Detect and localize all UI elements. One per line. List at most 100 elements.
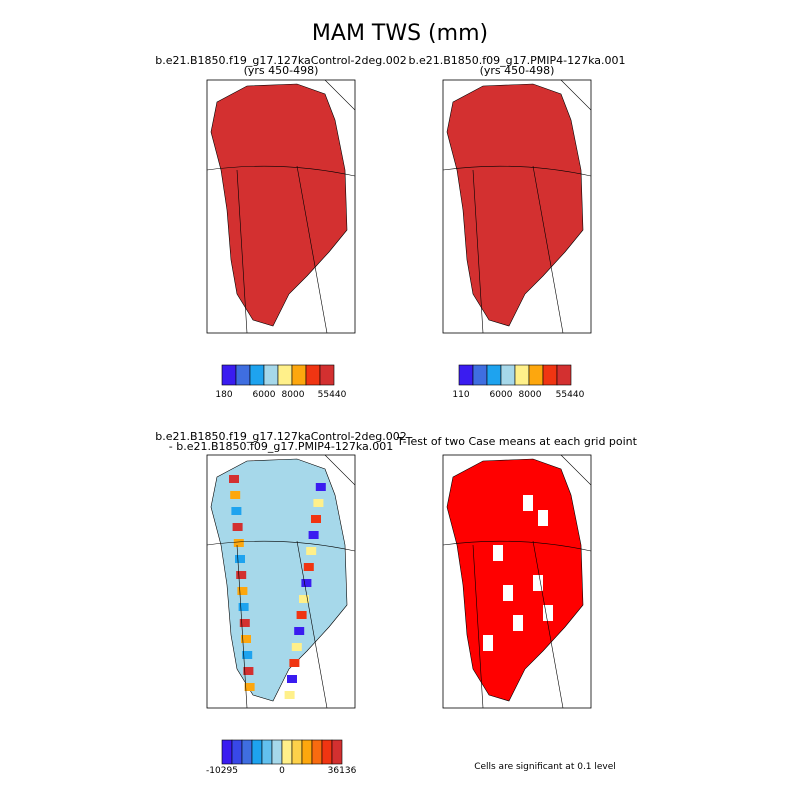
- panel-frame: [206, 454, 356, 709]
- colorbar-box: [251, 739, 263, 765]
- cell: [308, 531, 319, 539]
- cell: [513, 615, 523, 631]
- panel-title: T-Test of two Case means at each grid po…: [396, 435, 638, 448]
- cell: [229, 475, 239, 483]
- colorbar-box: [486, 364, 502, 386]
- colorbar-box: [221, 739, 233, 765]
- colorbar-box: [221, 364, 237, 386]
- panel-title: b.e21.B1850.f19_g17.127kaControl-2deg.00…: [155, 54, 407, 67]
- cell: [235, 555, 245, 563]
- colorbar-box: [231, 739, 243, 765]
- cell: [311, 515, 321, 523]
- colorbar-box: [542, 364, 558, 386]
- colorbar-box: [514, 364, 530, 386]
- cell: [294, 627, 305, 635]
- colorbar-box: [291, 739, 303, 765]
- colorbar-label: 180: [215, 390, 232, 400]
- colorbar-box: [291, 364, 307, 386]
- colorbar-box: [281, 739, 293, 765]
- colorbar-label: 8000: [519, 390, 542, 400]
- colorbar-box: [261, 739, 273, 765]
- colorbar-label: 0: [279, 766, 285, 776]
- colorbar-box: [301, 739, 313, 765]
- colorbar-box: [249, 364, 265, 386]
- cell: [315, 483, 326, 491]
- cell: [243, 667, 254, 675]
- colorbar-box: [458, 364, 474, 386]
- graticule: [207, 455, 355, 708]
- colorbar-label: 8000: [282, 390, 305, 400]
- cell: [238, 603, 249, 611]
- region: [446, 458, 584, 702]
- panel-subtitle: (yrs 450-498): [244, 64, 319, 77]
- cell: [306, 547, 317, 555]
- colorbar-box: [305, 364, 321, 386]
- colorbar-label: 36136: [328, 766, 357, 776]
- panel-subtitle: (yrs 450-498): [480, 64, 555, 77]
- cell: [233, 539, 244, 547]
- region: [446, 83, 584, 327]
- colorbar-label: 110: [452, 390, 469, 400]
- cell: [291, 643, 302, 651]
- colorbar-box: [528, 364, 544, 386]
- cell: [533, 575, 543, 591]
- colorbar-box: [241, 739, 253, 765]
- panel-frame: [442, 79, 592, 334]
- cell: [483, 635, 493, 651]
- cell: [236, 571, 247, 579]
- cell: [523, 495, 533, 511]
- colorbar-box: [556, 364, 572, 386]
- panel-title: b.e21.B1850.f19_g17.127kaControl-2deg.00…: [155, 430, 407, 443]
- cell: [299, 595, 309, 603]
- graticule: [443, 455, 591, 708]
- cell: [303, 563, 314, 571]
- cell: [301, 579, 312, 587]
- colorbar-box: [277, 364, 293, 386]
- cell: [493, 545, 503, 561]
- map-panel: [207, 455, 355, 708]
- colorbar-label: 55440: [318, 390, 347, 400]
- cell: [503, 585, 513, 601]
- graticule: [443, 80, 591, 333]
- colorbar-label: 6000: [490, 390, 513, 400]
- colorbar-box: [500, 364, 516, 386]
- cell: [296, 611, 307, 619]
- cell: [231, 507, 242, 515]
- note: Cells are significant at 0.1 level: [474, 762, 616, 772]
- colorbar-box: [331, 739, 343, 765]
- colorbar-label: 55440: [556, 390, 585, 400]
- colorbar-box: [321, 739, 333, 765]
- panel-frame: [206, 79, 356, 334]
- figure-title: MAM TWS (mm): [312, 21, 488, 46]
- map-panel: [207, 80, 355, 333]
- colorbar-box: [271, 739, 283, 765]
- cell: [241, 635, 251, 643]
- colorbar-label: 6000: [253, 390, 276, 400]
- cell: [230, 491, 241, 499]
- map-panel: [443, 455, 591, 708]
- colorbar-box: [311, 739, 323, 765]
- cell: [289, 659, 300, 667]
- cell: [232, 523, 243, 531]
- colorbar-box: [235, 364, 251, 386]
- colorbar-box: [319, 364, 335, 386]
- cell: [239, 619, 250, 627]
- colorbar-label: -10295: [206, 766, 238, 776]
- region: [210, 83, 348, 327]
- cell: [538, 510, 548, 526]
- cell: [287, 675, 297, 683]
- graticule: [207, 80, 355, 333]
- colorbar-box: [263, 364, 279, 386]
- cell: [237, 587, 248, 595]
- map-panel: [443, 80, 591, 333]
- cell: [242, 651, 253, 659]
- colorbar-box: [472, 364, 488, 386]
- cell: [284, 691, 295, 699]
- panel-title: b.e21.B1850.f09_g17.PMIP4-127ka.001: [409, 54, 626, 67]
- panel-frame: [442, 454, 592, 709]
- cell: [313, 499, 324, 507]
- panel-subtitle: - b.e21.B1850.f09_g17.PMIP4-127ka.001: [169, 440, 393, 453]
- cell: [244, 683, 255, 691]
